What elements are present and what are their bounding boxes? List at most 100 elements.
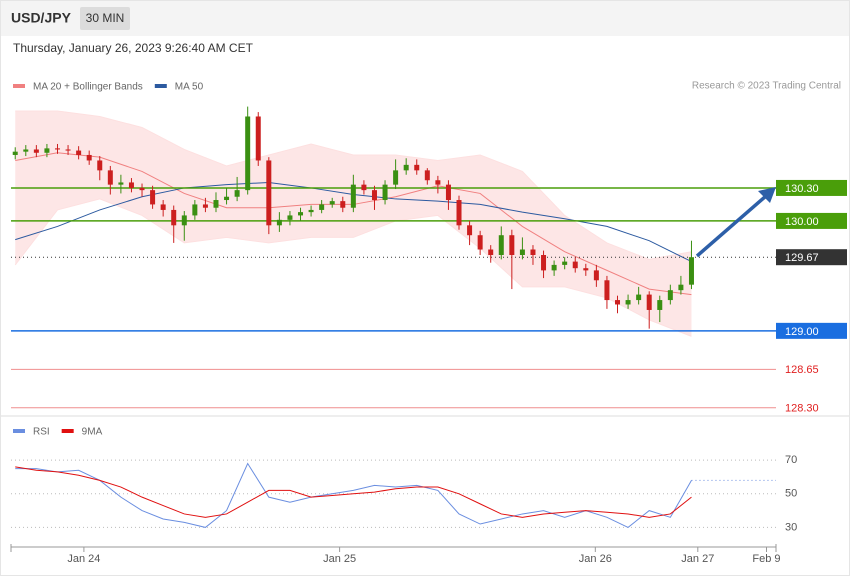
candle-body [139,187,145,191]
candle-body [414,164,420,171]
candle-body [308,209,314,213]
level-label: 128.65 [785,364,819,376]
bollinger-lower [14,198,692,337]
candle-body [382,184,388,201]
y-tick-label: 30 [785,521,797,533]
timestamp: Thursday, January 26, 2023 9:26:40 AM CE… [13,41,254,55]
candle-body [562,261,568,265]
candle-body [202,204,208,208]
legend-swatch [154,84,167,88]
timeframe[interactable]: 30 MIN [86,11,125,25]
candle-body [298,212,304,216]
x-tick-label: Jan 24 [67,553,100,565]
candle-body [171,209,177,226]
candle-body [245,116,251,191]
forecast-arrow [695,194,768,258]
candle-body [97,160,103,171]
candle-body [44,148,50,153]
candle-body [65,149,71,151]
candle-body [667,290,673,301]
candle-body [12,151,18,155]
level-label: 128.30 [785,403,819,415]
level-badge [776,322,847,339]
candle-body [636,294,642,301]
candle-body [435,180,441,185]
bollinger-upper [15,110,692,260]
candle-body [287,215,293,220]
candle-body [118,182,124,185]
rsi-line [15,462,692,528]
legend-swatch [13,84,25,88]
candle-body [329,201,335,205]
candle-body [23,149,29,152]
legend-label: MA 50 [175,82,204,93]
candle-body [255,116,261,161]
candle-body [678,284,684,291]
candle-body [688,257,694,285]
arrow-head [758,187,776,203]
legend-label: MA 20 + Bollinger Bands [33,82,143,93]
candle-body [477,235,483,250]
level-badge [776,179,847,196]
bollinger-fill [15,110,692,337]
x-tick-label: Jan 26 [579,553,612,565]
candle-body [54,148,60,150]
x-tick-label: Jan 27 [681,553,714,565]
candle-body [646,294,652,310]
credit: Research © 2023 Trading Central [692,81,841,92]
x-tick-label: Jan 25 [323,553,356,565]
timeframe-button[interactable] [80,7,130,30]
candle-body [509,235,515,255]
level-badge [776,249,847,266]
candle-body [234,190,240,197]
candle-body [86,154,92,161]
candle-body [456,200,462,226]
candle-body [393,170,399,185]
candle-body [625,300,631,305]
candle-body [488,249,494,255]
candle-body [33,149,39,153]
candle-body [403,164,409,171]
candle-body [572,261,578,269]
candle-body [213,200,219,208]
candle-body [340,201,346,208]
price-chart: MA 20 + Bollinger Bands MA 50 130.30 130.00… [10,82,847,565]
legend-label: RSI [33,427,50,438]
candle-body [150,190,156,205]
candle-body [530,249,536,255]
candle-body [192,204,198,216]
symbol: USD/JPY [11,10,72,26]
candle-body [604,280,610,301]
legend-swatch [61,429,74,433]
x-tick-label: Feb 9 [752,553,780,565]
level-badge [776,212,847,229]
candle-body [266,160,272,226]
candle-body [541,255,547,271]
candle-body [160,204,166,210]
candle-body [107,170,113,185]
candle-body [371,190,377,201]
candle-body [181,215,187,226]
candle-body [350,184,356,208]
candle-body [583,268,589,271]
candle-body [276,219,282,226]
candle-body [445,184,451,201]
candle-body [76,150,82,155]
candle-body [224,196,230,201]
candle-body [467,225,473,236]
candle-body [319,204,325,210]
candle-body [361,184,367,191]
header-bar [0,0,850,36]
y-tick-label: 50 [785,488,797,500]
level-label: 129.00 [785,326,819,338]
candle-body [128,182,134,188]
candle-body [498,235,504,255]
candle-body [424,170,430,181]
legend-label: 9MA [82,427,103,438]
level-label: 130.00 [785,216,819,228]
y-tick-label: 70 [785,454,797,466]
candle-body [657,300,663,310]
candle-body [551,264,557,271]
legend-swatch [13,429,25,433]
